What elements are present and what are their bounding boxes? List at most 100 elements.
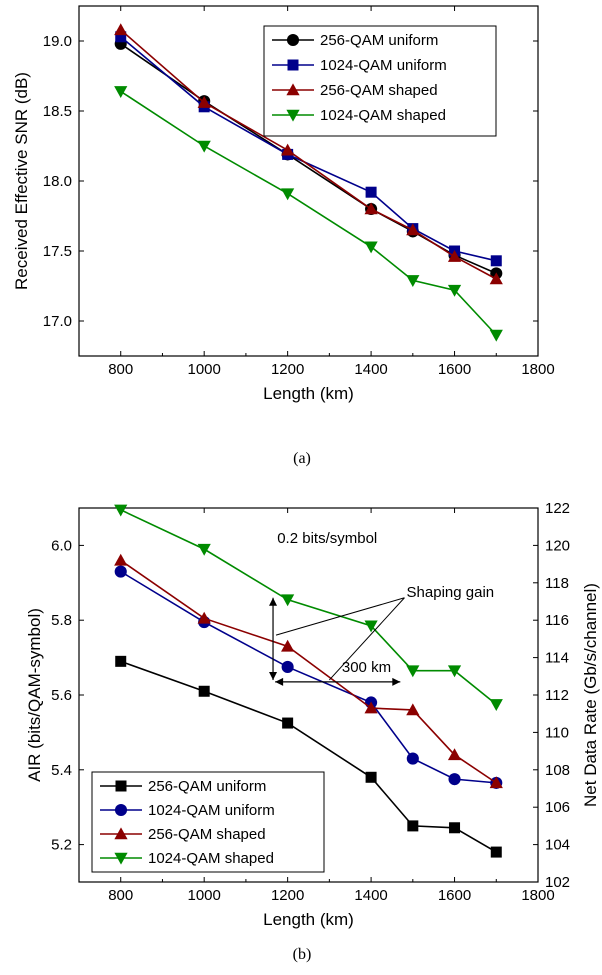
- chart-b-point-1024-qam-shaped: [197, 543, 211, 556]
- chart-b-point-1024-qam-shaped: [489, 699, 503, 711]
- chart-a-legend-marker-1024-qam-shaped: [286, 109, 300, 122]
- chart-a-y-tick-label: 17.5: [43, 243, 72, 260]
- chart-b-point-256-qam-uniform: [115, 655, 127, 667]
- chart-a-point-1024-qam-shaped: [197, 140, 211, 153]
- chart-b-point-256-qam-uniform: [407, 820, 419, 832]
- chart-a-legend-label-1024-qam-shaped: 1024-QAM shaped: [320, 107, 446, 124]
- chart-b-point-1024-qam-shaped: [281, 594, 295, 607]
- chart-b-point-1024-qam-uniform: [281, 660, 294, 673]
- chart-a-x-tick-label: 1400: [354, 361, 387, 378]
- chart-b-legend-label-1024-qam-shaped: 1024-QAM shaped: [148, 850, 274, 867]
- chart-b-x-tick-label: 1000: [187, 887, 220, 904]
- chart-b-x-tick-label: 1400: [354, 887, 387, 904]
- chart-b-shaping-gain-pointer-2: [328, 597, 405, 681]
- chart-a-legend-label-1024-qam-uniform: 1024-QAM uniform: [320, 57, 447, 74]
- chart-b-air-vs-length: 800 1000 1200 1400 1600 1800 5.2 5.4 5.6 5.8 6.0 10…: [25, 500, 600, 929]
- chart-a-point-256-qam-shaped: [489, 272, 503, 285]
- chart-b-point-1024-qam-shaped: [406, 665, 420, 678]
- chart-a-point-256-qam-shaped: [447, 250, 462, 262]
- chart-b-y2-tick-label: 110: [545, 724, 569, 741]
- chart-b-annotation-shaping-gain: Shaping gain: [407, 584, 495, 601]
- chart-a-point-1024-qam-uniform: [365, 186, 377, 198]
- chart-b-y2-tick-label: 120: [545, 537, 570, 554]
- chart-a-x-axis-label: Length (km): [263, 384, 354, 403]
- chart-b-y-axis-label: AIR (bits/QAM-symbol): [25, 608, 44, 782]
- chart-a-y-tick-label: 18.5: [43, 103, 72, 120]
- chart-a-point-1024-qam-shaped: [447, 284, 462, 297]
- chart-a-point-256-qam-shaped: [406, 223, 420, 236]
- chart-b-y2-tick-label: 102: [545, 874, 570, 891]
- chart-b-point-256-qam-uniform: [282, 717, 294, 729]
- chart-a-x-tick-label: 800: [108, 361, 133, 378]
- chart-b-y-tick-label: 5.6: [51, 687, 72, 704]
- chart-b-x-tick-label: 1800: [521, 887, 554, 904]
- chart-b-point-256-qam-shaped: [281, 639, 295, 652]
- chart-b-point-256-qam-shaped: [489, 776, 503, 789]
- chart-a-y-tick-label: 18.0: [43, 173, 72, 190]
- chart-b-legend-marker-256-qam-shaped: [114, 827, 128, 840]
- chart-b-point-256-qam-shaped: [406, 703, 420, 716]
- chart-b-point-256-qam-shaped: [364, 701, 378, 714]
- chart-b-x-tick-label: 800: [108, 887, 133, 904]
- chart-b-x-tick-label: 1200: [271, 887, 304, 904]
- chart-b-legend-label-1024-qam-uniform: 1024-QAM uniform: [148, 802, 275, 819]
- chart-a-point-1024-qam-shaped: [281, 188, 295, 201]
- chart-b-annotation-gain-bits: 0.2 bits/symbol: [277, 530, 377, 547]
- chart-b-y2-tick-label: 122: [545, 500, 570, 517]
- chart-a-point-1024-qam-shaped: [406, 275, 420, 287]
- chart-b-gain-bits-arrowhead-bottom: [269, 672, 278, 681]
- chart-b-point-1024-qam-uniform: [406, 752, 419, 765]
- chart-a-legend-marker-1024-qam-uniform: [287, 59, 299, 71]
- chart-b-y-tick-label: 5.8: [51, 612, 72, 629]
- chart-b-y2-tick-label: 112: [545, 687, 569, 704]
- chart-a-y-axis-label: Received Effective SNR (dB): [12, 72, 31, 290]
- chart-a-x-tick-label: 1800: [521, 361, 554, 378]
- chart-a-x-tick-label: 1000: [187, 361, 220, 378]
- chart-a-point-256-qam-shaped: [114, 23, 128, 36]
- chart-b-point-256-qam-uniform: [490, 846, 502, 858]
- chart-a-x-tick-label: 1600: [438, 361, 471, 378]
- chart-b-point-256-qam-uniform: [449, 822, 461, 834]
- caption-b: (b): [292, 946, 312, 963]
- chart-b-y2-tick-label: 114: [545, 650, 569, 667]
- chart-b-point-256-qam-uniform: [198, 685, 210, 697]
- chart-b-point-1024-qam-uniform: [114, 565, 127, 578]
- chart-b-y2-tick-label: 108: [545, 762, 570, 779]
- chart-b-y-tick-label: 5.4: [51, 762, 72, 779]
- chart-b-series-line-1024-qam-uniform: [120, 570, 497, 784]
- chart-a-legend-label-256-qam-uniform: 256-QAM uniform: [320, 32, 438, 49]
- chart-b-legend-marker-1024-qam-uniform: [114, 803, 128, 817]
- chart-a-legend-marker-256-qam-uniform: [286, 33, 300, 47]
- chart-b-point-1024-qam-shaped: [447, 665, 462, 678]
- chart-b-point-1024-qam-shaped: [364, 620, 378, 633]
- chart-b-y-tick-label: 6.0: [51, 537, 72, 554]
- chart-a-x-tick-label: 1200: [271, 361, 304, 378]
- chart-a-legend-box: [263, 25, 497, 137]
- chart-b-legend-marker-256-qam-uniform: [115, 780, 127, 792]
- chart-b-y2-tick-label: 116: [545, 612, 569, 629]
- chart-a-point-1024-qam-shaped: [489, 329, 503, 342]
- chart-b-gain-km-arrowhead-right: [392, 677, 401, 686]
- caption-a: (a): [293, 450, 311, 467]
- chart-b-legend-marker-1024-qam-shaped: [114, 852, 128, 865]
- chart-b-y2-axis-label: Net Data Rate (Gb/s/channel): [581, 583, 600, 807]
- chart-b-legend-label-256-qam-shaped: 256-QAM shaped: [148, 826, 266, 843]
- chart-a-point-256-qam-shaped: [197, 96, 211, 108]
- chart-b-y2-tick-label: 104: [545, 837, 570, 854]
- chart-a-snr-vs-length: 800 1000 1200 1400 1600 1800 17.0 17.5 18.0 18.5 1…: [12, 5, 555, 403]
- chart-b-point-1024-qam-uniform: [448, 773, 461, 786]
- chart-b-y2-tick-label: 106: [545, 799, 570, 816]
- chart-b-y2-tick-label: 118: [545, 575, 569, 592]
- chart-a-legend-label-256-qam-shaped: 256-QAM shaped: [320, 82, 438, 99]
- chart-a-y-tick-label: 17.0: [43, 313, 72, 330]
- chart-a-point-256-qam-shaped: [364, 202, 378, 215]
- chart-b-gain-bits-arrowhead-top: [269, 597, 278, 606]
- chart-a-y-tick-label: 19.0: [43, 33, 72, 50]
- chart-b-point-256-qam-uniform: [365, 771, 377, 783]
- chart-a-point-256-qam-shaped: [281, 143, 295, 156]
- chart-b-point-256-qam-shaped: [447, 748, 462, 761]
- chart-b-y-tick-label: 5.2: [51, 837, 72, 854]
- chart-b-gain-km-arrowhead-left: [275, 677, 284, 686]
- chart-a-point-1024-qam-uniform: [490, 255, 502, 267]
- chart-b-x-axis-label: Length (km): [263, 910, 354, 929]
